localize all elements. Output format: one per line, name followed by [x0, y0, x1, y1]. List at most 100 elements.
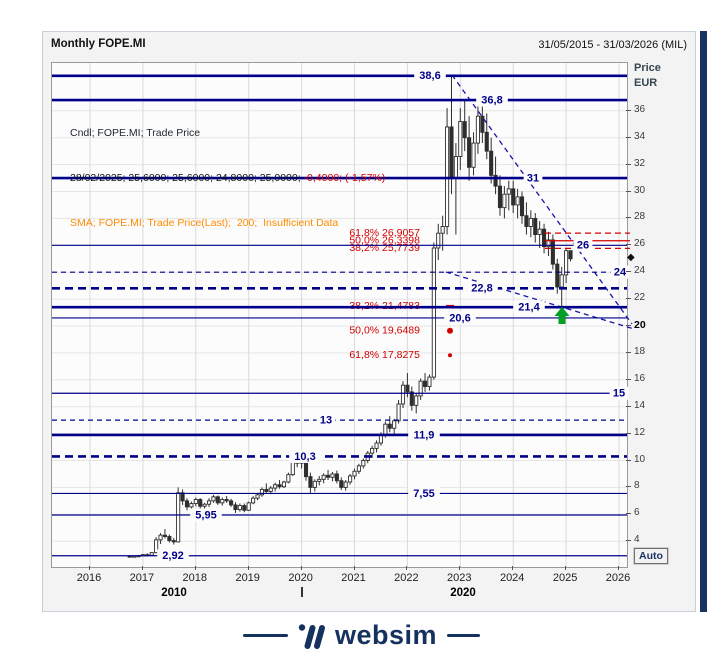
fib-level-label: 50,0% 19,6489 — [349, 325, 420, 337]
candle-body — [229, 500, 234, 506]
sr-label-bg — [573, 238, 593, 252]
candle-body — [237, 505, 242, 511]
candle-body — [356, 465, 361, 472]
candle-body — [167, 536, 172, 541]
candle-body — [176, 492, 181, 543]
sr-line-label: 31 — [527, 172, 539, 184]
candle-body — [370, 447, 375, 454]
candle-body — [449, 126, 454, 179]
candle-body — [184, 500, 190, 508]
last-price-diamond-icon: ◆ — [627, 251, 635, 263]
sr-label-bg — [466, 281, 498, 295]
legend-ohlc-values: 28/02/2025; 25,6000; 25,6000; 24,8000; 2… — [70, 172, 304, 184]
candle-body — [445, 126, 450, 227]
brand-left-rule — [242, 633, 288, 637]
candle-body — [242, 505, 247, 511]
candle-body — [158, 534, 163, 541]
price-tick-label: 10 — [634, 453, 646, 465]
price-tick-label: 6 — [634, 507, 640, 519]
candle-body — [511, 188, 516, 206]
candle-body — [171, 540, 176, 543]
year-tick-mark — [353, 566, 355, 570]
candle-body — [484, 131, 489, 152]
footer-brand-bar: websim — [0, 612, 723, 658]
price-tick-mark — [626, 459, 631, 461]
date-range: 31/05/2015 - 31/03/2026 (MIL) — [538, 39, 687, 51]
price-tick-mark — [626, 351, 631, 353]
candle-body — [422, 380, 428, 387]
legend-ohlc-line: 28/02/2025; 25,6000; 25,6000; 24,8000; 2… — [70, 171, 385, 186]
candle-body — [400, 384, 406, 405]
sr-label-bg — [316, 413, 336, 427]
price-tick-label: 16 — [634, 372, 646, 384]
sr-label-bg — [289, 449, 321, 463]
sr-line-label: 11,9 — [414, 429, 435, 441]
price-axis-header: Price — [634, 62, 661, 74]
chart-window: Monthly FOPE.MI 31/05/2015 - 31/03/2026 … — [42, 31, 696, 612]
auto-scale-button[interactable]: Auto — [634, 548, 668, 564]
candle-body — [162, 534, 167, 537]
price-tick-mark — [626, 217, 631, 219]
candle-body — [458, 121, 463, 157]
sr-label-bg — [610, 265, 630, 279]
candle-body — [405, 384, 410, 393]
fib-red-dot-marker — [448, 353, 452, 358]
candle-body — [286, 474, 291, 483]
price-tick-mark — [626, 325, 631, 326]
candle-body — [193, 499, 198, 504]
sr-line-label: 21,4 — [518, 302, 540, 314]
candle-body — [348, 475, 353, 483]
price-tick-label: 22 — [634, 292, 646, 304]
price-tick-label: 28 — [634, 211, 646, 223]
candle-body — [180, 492, 185, 502]
candle-body — [321, 474, 326, 480]
candle-body — [387, 423, 392, 429]
websim-brand-text: websim — [334, 619, 438, 650]
candle-body — [453, 156, 458, 179]
candle-body — [462, 121, 467, 139]
sr-label-bg — [157, 549, 189, 563]
candle-body — [515, 196, 520, 206]
sr-line-label: 15 — [613, 388, 625, 400]
websim-logo-icon — [298, 623, 325, 649]
candle-body — [396, 403, 401, 422]
year-tick-mark — [618, 566, 619, 570]
candle-body — [489, 150, 494, 176]
candle-body — [334, 473, 339, 482]
price-tick-label: 8 — [634, 480, 640, 492]
candle-body — [427, 376, 432, 387]
downtrend-line — [445, 271, 635, 330]
candle-body — [440, 226, 445, 234]
candle-body — [149, 552, 154, 556]
price-tick-mark — [626, 190, 631, 192]
year-tick-label: 2020 — [288, 572, 313, 584]
downtrend-line — [451, 74, 633, 325]
sr-label-bg — [444, 311, 476, 325]
candle-body — [414, 395, 419, 406]
year-tick-mark — [300, 566, 302, 570]
candle-body — [546, 239, 551, 248]
year-tick-label: 2024 — [499, 572, 525, 584]
candle-body — [308, 476, 313, 488]
candle-body — [374, 442, 379, 449]
candle-body — [497, 185, 503, 209]
candle-body — [550, 239, 555, 265]
legend: Cndl; FOPE.MI; Trade Price 28/02/2025; 2… — [70, 96, 385, 261]
legend-sma-line: SMA; FOPE.MI; Trade Price(Last); 200; In… — [70, 217, 339, 229]
price-axis[interactable]: Price EUR 36 34 32 30 28 26 24 22 20 18 16 14 12 10 8 6… — [626, 32, 696, 592]
price-tick-label: 14 — [634, 399, 646, 411]
candle-body — [277, 484, 282, 488]
candle-body — [519, 196, 525, 217]
year-tick-label: 2018 — [182, 572, 208, 584]
candle-body — [312, 480, 317, 488]
window-edge-bar — [700, 31, 707, 613]
price-tick-mark — [626, 136, 631, 138]
sr-label-bg — [513, 300, 545, 314]
candle-body — [317, 478, 322, 482]
time-axis[interactable]: 2016 2017 2018 2019 2020 2021 2022 2023 2024 2025… — [51, 566, 651, 606]
candle-body — [480, 115, 485, 133]
candle-body — [537, 228, 542, 235]
fib-level-label: 50,0% 26,3398 — [349, 235, 420, 247]
